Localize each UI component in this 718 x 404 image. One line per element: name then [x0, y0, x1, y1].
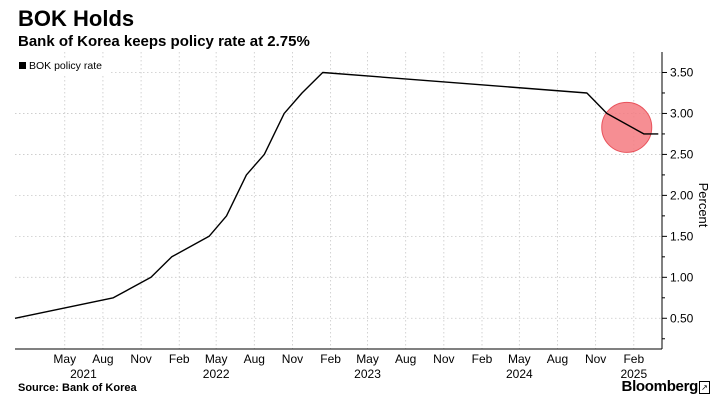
x-tick-label: Feb	[623, 352, 644, 366]
x-tick-label: May	[356, 352, 379, 366]
x-tick-label: Nov	[130, 352, 151, 366]
axes: 0.50 1.00 1.50 2.00 2.50 3.00 3.50 May Aug Nov Feb…	[15, 52, 694, 381]
x-year-label: 2022	[203, 367, 230, 381]
x-year-label: 2021	[70, 367, 97, 381]
x-year-label: 2024	[506, 367, 533, 381]
series-layer	[14, 71, 659, 319]
x-tick-label: Feb	[472, 352, 493, 366]
legend-box	[15, 58, 111, 74]
series-line-bok-policy-rate	[14, 71, 659, 319]
x-tick-label: May	[205, 352, 228, 366]
y-tick-label: 2.50	[670, 147, 694, 161]
x-tick-label: May	[53, 352, 76, 366]
chart-subtitle: Bank of Korea keeps policy rate at 2.75%	[18, 33, 310, 50]
x-year-label: 2025	[620, 367, 647, 381]
x-tick-label: Feb	[169, 352, 190, 366]
chart-title: BOK Holds	[18, 6, 135, 31]
y-tick-label: 3.00	[670, 106, 694, 120]
y-tick-label: 1.00	[670, 270, 694, 284]
x-tick-label: Aug	[244, 352, 265, 366]
gridlines	[15, 52, 662, 349]
source-note: Source: Bank of Korea	[18, 382, 137, 394]
brand-logo: Bloomberg	[621, 378, 699, 395]
x-tick-label: Feb	[320, 352, 341, 366]
x-tick-label: May	[508, 352, 531, 366]
y-tick-label: 2.00	[670, 188, 694, 202]
x-tick-label: Nov	[433, 352, 454, 366]
x-tick-label: Aug	[395, 352, 416, 366]
x-year-label: 2023	[354, 367, 381, 381]
y-tick-label: 3.50	[670, 65, 694, 79]
brand-icon: ↗	[699, 381, 710, 394]
highlight-circle	[601, 101, 653, 153]
y-tick-label: 0.50	[670, 311, 694, 325]
x-tick-label: Nov	[282, 352, 303, 366]
y-axis-label: Percent	[696, 183, 711, 228]
x-tick-label: Aug	[92, 352, 113, 366]
legend-label-bok-policy-rate: BOK policy rate	[29, 60, 102, 72]
legend-swatch	[19, 62, 26, 69]
x-tick-label: Aug	[547, 352, 568, 366]
y-tick-label: 1.50	[670, 229, 694, 243]
legend: BOK policy rate	[15, 58, 111, 74]
x-tick-label: Nov	[585, 352, 606, 366]
